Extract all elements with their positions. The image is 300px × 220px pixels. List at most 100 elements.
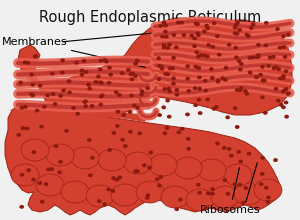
- Ellipse shape: [166, 73, 170, 75]
- Ellipse shape: [115, 91, 118, 94]
- Ellipse shape: [40, 200, 44, 203]
- Ellipse shape: [238, 183, 242, 186]
- Ellipse shape: [124, 152, 152, 174]
- Ellipse shape: [134, 75, 137, 77]
- Ellipse shape: [162, 106, 165, 109]
- Ellipse shape: [186, 189, 214, 211]
- Ellipse shape: [211, 186, 239, 208]
- Ellipse shape: [175, 46, 178, 48]
- Ellipse shape: [205, 25, 208, 27]
- Ellipse shape: [72, 107, 75, 109]
- Ellipse shape: [193, 37, 196, 40]
- Ellipse shape: [277, 99, 280, 102]
- Ellipse shape: [32, 178, 35, 181]
- Ellipse shape: [122, 114, 125, 116]
- Ellipse shape: [51, 72, 54, 75]
- Ellipse shape: [264, 44, 267, 47]
- Ellipse shape: [129, 130, 132, 133]
- Ellipse shape: [175, 208, 178, 210]
- Ellipse shape: [236, 126, 239, 128]
- Ellipse shape: [216, 80, 220, 83]
- Ellipse shape: [287, 33, 290, 36]
- Ellipse shape: [233, 32, 237, 35]
- Ellipse shape: [130, 78, 134, 81]
- Ellipse shape: [212, 108, 216, 110]
- Ellipse shape: [251, 23, 255, 26]
- Ellipse shape: [39, 84, 42, 87]
- Ellipse shape: [89, 174, 92, 176]
- Ellipse shape: [245, 33, 249, 36]
- Ellipse shape: [165, 36, 168, 38]
- Ellipse shape: [218, 53, 221, 56]
- Ellipse shape: [162, 21, 166, 24]
- Ellipse shape: [107, 188, 110, 191]
- Ellipse shape: [278, 46, 282, 49]
- Ellipse shape: [244, 187, 248, 189]
- Ellipse shape: [107, 82, 111, 84]
- Ellipse shape: [116, 178, 119, 181]
- Ellipse shape: [207, 44, 210, 46]
- Ellipse shape: [267, 65, 270, 67]
- Ellipse shape: [261, 79, 265, 82]
- Ellipse shape: [59, 161, 62, 163]
- Ellipse shape: [61, 71, 64, 74]
- Ellipse shape: [174, 157, 202, 179]
- Ellipse shape: [172, 57, 175, 59]
- Ellipse shape: [31, 94, 34, 97]
- Ellipse shape: [239, 160, 242, 163]
- Ellipse shape: [233, 107, 237, 110]
- Ellipse shape: [265, 187, 268, 189]
- Ellipse shape: [36, 174, 64, 196]
- Ellipse shape: [248, 57, 251, 59]
- Ellipse shape: [224, 79, 227, 81]
- Ellipse shape: [168, 90, 171, 93]
- Ellipse shape: [210, 68, 213, 70]
- Ellipse shape: [194, 87, 197, 89]
- Ellipse shape: [284, 101, 288, 104]
- Ellipse shape: [112, 132, 116, 134]
- Ellipse shape: [272, 67, 276, 69]
- Ellipse shape: [194, 65, 197, 68]
- Ellipse shape: [166, 99, 169, 102]
- Ellipse shape: [148, 166, 151, 169]
- Ellipse shape: [187, 90, 190, 92]
- Ellipse shape: [136, 181, 164, 203]
- Ellipse shape: [268, 56, 272, 59]
- Ellipse shape: [149, 154, 177, 176]
- Ellipse shape: [167, 87, 171, 90]
- Ellipse shape: [216, 142, 219, 145]
- Ellipse shape: [68, 91, 71, 94]
- Ellipse shape: [76, 113, 79, 115]
- Ellipse shape: [88, 139, 91, 141]
- Ellipse shape: [111, 184, 139, 206]
- Ellipse shape: [197, 55, 200, 58]
- Ellipse shape: [43, 106, 46, 108]
- Ellipse shape: [109, 73, 112, 76]
- Ellipse shape: [65, 130, 68, 132]
- Ellipse shape: [131, 72, 134, 75]
- Ellipse shape: [282, 75, 285, 77]
- Ellipse shape: [149, 151, 152, 154]
- Ellipse shape: [108, 149, 111, 151]
- Ellipse shape: [193, 45, 196, 48]
- Text: Membranes: Membranes: [2, 37, 145, 67]
- Ellipse shape: [200, 54, 202, 57]
- Ellipse shape: [256, 54, 260, 57]
- Ellipse shape: [62, 89, 65, 92]
- Ellipse shape: [99, 81, 102, 84]
- Ellipse shape: [118, 94, 121, 96]
- Ellipse shape: [238, 29, 241, 31]
- Ellipse shape: [204, 80, 207, 82]
- Ellipse shape: [265, 22, 268, 24]
- Ellipse shape: [85, 71, 88, 73]
- Ellipse shape: [140, 90, 144, 93]
- Ellipse shape: [35, 109, 39, 112]
- Ellipse shape: [118, 176, 122, 179]
- Ellipse shape: [158, 65, 161, 67]
- Ellipse shape: [177, 131, 180, 134]
- Ellipse shape: [211, 188, 214, 190]
- Ellipse shape: [228, 148, 231, 150]
- Ellipse shape: [20, 205, 23, 208]
- Ellipse shape: [196, 23, 199, 25]
- Ellipse shape: [166, 47, 169, 49]
